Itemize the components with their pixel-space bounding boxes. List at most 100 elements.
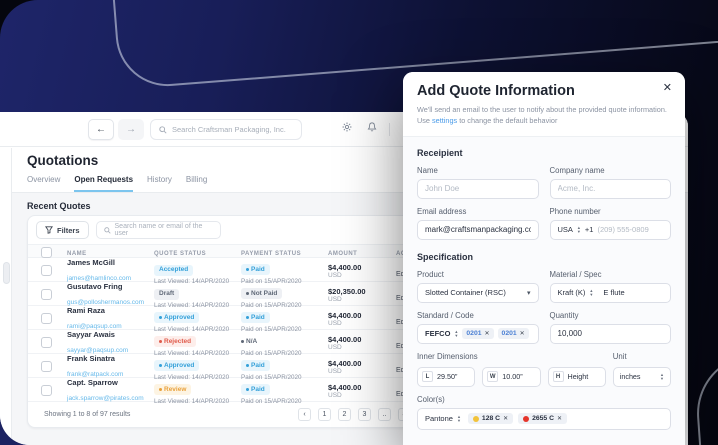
name-field[interactable] bbox=[425, 184, 531, 194]
email-field[interactable] bbox=[425, 225, 531, 235]
back-button[interactable]: ← bbox=[88, 119, 114, 140]
dimensions-row: L 29.50” W 10.00” H Height inches ▲ ▼ bbox=[417, 366, 671, 387]
row-edit-link[interactable]: Edit bbox=[396, 319, 408, 326]
remove-chip-icon[interactable]: ✕ bbox=[519, 331, 525, 338]
standard-chips: 0201 ✕ 0201 ✕ bbox=[462, 328, 529, 340]
row-edit-link[interactable]: Edit bbox=[396, 367, 408, 374]
standard-select[interactable]: FEFCO bbox=[425, 329, 451, 339]
material-field[interactable]: Kraft (K) ▲ ▼ E flute bbox=[549, 282, 671, 303]
payment-status-badge: Paid bbox=[241, 264, 270, 275]
global-search-input[interactable]: Search Craftsman Packaging, Inc. bbox=[150, 119, 302, 140]
updown-icon: ▲ ▼ bbox=[660, 372, 664, 381]
page-button[interactable]: .. bbox=[378, 408, 391, 421]
close-icon[interactable]: ✕ bbox=[662, 82, 672, 94]
tab-open-requests[interactable]: Open Requests bbox=[74, 175, 134, 192]
row-checkbox[interactable] bbox=[41, 264, 52, 276]
quantity-field[interactable] bbox=[557, 329, 663, 339]
page-button[interactable]: 3 bbox=[358, 408, 371, 421]
phone-country-select[interactable]: USA bbox=[557, 225, 573, 235]
row-checkbox[interactable] bbox=[41, 384, 52, 396]
table-row: Capt. Sparrow jack.sparrow@pirates.com Rev… bbox=[28, 378, 671, 405]
settings-gear-button[interactable] bbox=[341, 121, 353, 133]
forward-button[interactable]: → bbox=[118, 119, 144, 140]
row-email-link[interactable]: gus@polloshermanos.com bbox=[67, 299, 145, 306]
page-button[interactable]: 1 bbox=[318, 408, 331, 421]
standard-label: Standard / Code bbox=[417, 310, 474, 320]
phone-code: +1 bbox=[584, 225, 594, 235]
table-search-input[interactable]: Search name or email of the user bbox=[95, 221, 221, 239]
color-chip[interactable]: 128 C ✕ bbox=[467, 413, 514, 425]
row-email-link[interactable]: sayyar@paqsup.com bbox=[67, 347, 129, 354]
pagination-pages: ‹123..8 bbox=[298, 408, 411, 421]
height-field[interactable]: H Height bbox=[547, 366, 606, 387]
phone-number-input[interactable] bbox=[597, 225, 663, 235]
product-select[interactable]: Slotted Container (RSC) ▾ bbox=[417, 282, 539, 303]
payment-status-badge: N/A bbox=[241, 336, 262, 347]
row-email-link[interactable]: jack.sparrow@pirates.com bbox=[67, 395, 144, 402]
notifications-bell-button[interactable] bbox=[366, 121, 378, 133]
settings-link[interactable]: settings bbox=[432, 115, 458, 125]
sidebar-drag-handle[interactable] bbox=[3, 262, 10, 284]
company-field[interactable] bbox=[557, 184, 663, 194]
standard-field[interactable]: FEFCO ▲ ▼ 0201 ✕ 0201 ✕ bbox=[417, 323, 539, 344]
row-currency: USD bbox=[328, 272, 342, 279]
color-system-select[interactable]: Pantone bbox=[425, 414, 453, 424]
height-prefix: H bbox=[552, 371, 564, 383]
filters-button[interactable]: Filters bbox=[36, 221, 89, 239]
page-button[interactable]: ‹ bbox=[298, 408, 311, 421]
phone-field[interactable]: USA ▲ ▼ +1 bbox=[549, 219, 671, 240]
modal-description: We'll send an email to the user to notif… bbox=[417, 105, 667, 127]
section-title: Recent Quotes bbox=[27, 201, 91, 211]
width-field[interactable]: W 10.00” bbox=[482, 366, 541, 387]
modal-description-text: We'll send an email to the user to notif… bbox=[417, 105, 667, 125]
row-checkbox[interactable] bbox=[41, 360, 52, 372]
search-icon bbox=[159, 125, 167, 134]
tab-billing[interactable]: Billing bbox=[185, 175, 208, 184]
pagination-summary: Showing 1 to 8 of 97 results bbox=[44, 411, 131, 418]
payment-status-badge: Paid bbox=[241, 384, 270, 395]
remove-chip-icon[interactable]: ✕ bbox=[484, 331, 490, 338]
row-checkbox[interactable] bbox=[41, 288, 52, 300]
global-search-placeholder: Search Craftsman Packaging, Inc. bbox=[172, 125, 286, 134]
page-button[interactable]: 2 bbox=[338, 408, 351, 421]
code-chip[interactable]: 0201 ✕ bbox=[462, 328, 494, 340]
color-chips: 128 C ✕ 2655 C ✕ bbox=[467, 413, 568, 425]
row-email-link[interactable]: rami@paqsup.com bbox=[67, 323, 122, 330]
table-search-placeholder: Search name or email of the user bbox=[114, 223, 203, 237]
product-value: Slotted Container (RSC) bbox=[425, 288, 506, 298]
row-edit-link[interactable]: Edit bbox=[396, 271, 408, 278]
select-all-checkbox[interactable] bbox=[41, 247, 52, 258]
tab-overview[interactable]: Overview bbox=[27, 175, 61, 184]
row-amount: $4,400.00 bbox=[328, 383, 362, 392]
color-chip[interactable]: 2655 C ✕ bbox=[518, 413, 568, 425]
search-icon bbox=[103, 226, 111, 234]
row-amount: $4,400.00 bbox=[328, 359, 362, 368]
row-currency: USD bbox=[328, 344, 342, 351]
row-edit-link[interactable]: Edit bbox=[396, 343, 408, 350]
material-select[interactable]: Kraft (K) bbox=[557, 288, 586, 298]
colors-label: Color(s) bbox=[417, 394, 445, 404]
remove-chip-icon[interactable]: ✕ bbox=[557, 416, 563, 423]
column-header: AMOUNT bbox=[328, 251, 358, 257]
row-checkbox[interactable] bbox=[41, 336, 52, 348]
recipient-section-title: Receipient bbox=[417, 147, 463, 158]
table-row: Frank Sinatra frank@ratpack.com Approved La… bbox=[28, 354, 671, 381]
row-edit-link[interactable]: Edit bbox=[396, 391, 408, 398]
length-field[interactable]: L 29.50” bbox=[417, 366, 476, 387]
row-amount: $4,400.00 bbox=[328, 311, 362, 320]
row-email-link[interactable]: james@hamlinco.com bbox=[67, 275, 132, 282]
row-currency: USD bbox=[328, 368, 342, 375]
row-checkbox[interactable] bbox=[41, 312, 52, 324]
row-edit-link[interactable]: Edit bbox=[396, 295, 408, 302]
quote-status-badge: Draft bbox=[154, 288, 180, 300]
tab-history[interactable]: History bbox=[147, 175, 172, 184]
row-email-link[interactable]: frank@ratpack.com bbox=[67, 371, 124, 378]
unit-value: inches bbox=[619, 372, 641, 382]
email-label: Email address bbox=[417, 206, 467, 216]
remove-chip-icon[interactable]: ✕ bbox=[503, 416, 509, 423]
row-amount: $20,350.00 bbox=[328, 287, 366, 296]
colors-field[interactable]: Pantone ▲ ▼ 128 C ✕ 2655 C ✕ bbox=[417, 407, 671, 430]
code-chip[interactable]: 0201 ✕ bbox=[497, 328, 529, 340]
unit-select[interactable]: inches ▲ ▼ bbox=[612, 366, 671, 387]
color-swatch bbox=[472, 415, 479, 422]
